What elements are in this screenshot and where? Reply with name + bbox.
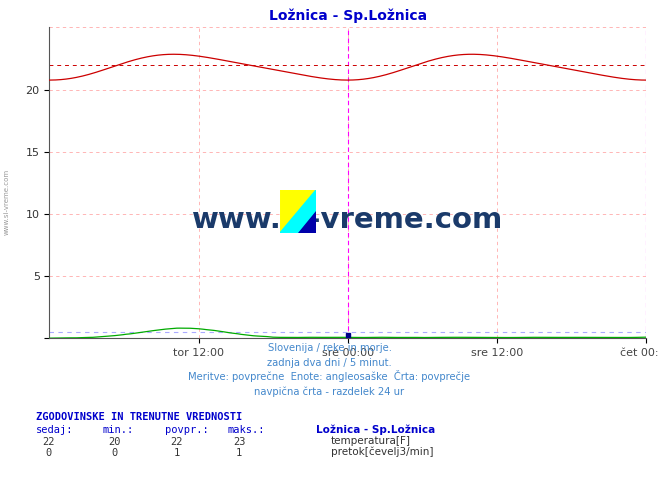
Text: 1: 1 xyxy=(236,447,243,457)
Text: Meritve: povprečne  Enote: angleosaške  Črta: povprečje: Meritve: povprečne Enote: angleosaške Čr… xyxy=(188,370,471,382)
Text: 22: 22 xyxy=(171,437,183,447)
Text: Ložnica - Sp.Ložnica: Ložnica - Sp.Ložnica xyxy=(316,424,436,435)
Text: sedaj:: sedaj: xyxy=(36,425,74,435)
Text: www.si-vreme.com: www.si-vreme.com xyxy=(3,168,10,235)
Text: navpična črta - razdelek 24 ur: navpična črta - razdelek 24 ur xyxy=(254,386,405,396)
Text: zadnja dva dni / 5 minut.: zadnja dva dni / 5 minut. xyxy=(267,358,392,368)
Polygon shape xyxy=(280,190,316,233)
Text: min.:: min.: xyxy=(102,425,133,435)
Text: 0: 0 xyxy=(111,447,117,457)
Text: 1: 1 xyxy=(173,447,180,457)
Text: ZGODOVINSKE IN TRENUTNE VREDNOSTI: ZGODOVINSKE IN TRENUTNE VREDNOSTI xyxy=(36,411,243,421)
Text: temperatura[F]: temperatura[F] xyxy=(331,436,411,446)
Title: Ložnica - Sp.Ložnica: Ložnica - Sp.Ložnica xyxy=(269,9,426,24)
Polygon shape xyxy=(298,211,316,233)
Text: maks.:: maks.: xyxy=(227,425,265,435)
Text: www.si-vreme.com: www.si-vreme.com xyxy=(192,206,503,234)
Text: Slovenija / reke in morje.: Slovenija / reke in morje. xyxy=(268,343,391,353)
Text: pretok[čevelj3/min]: pretok[čevelj3/min] xyxy=(331,446,434,456)
Text: 23: 23 xyxy=(233,437,245,447)
Text: 20: 20 xyxy=(108,437,120,447)
Text: 0: 0 xyxy=(45,447,51,457)
Text: 22: 22 xyxy=(42,437,54,447)
Text: povpr.:: povpr.: xyxy=(165,425,208,435)
Polygon shape xyxy=(280,190,316,233)
